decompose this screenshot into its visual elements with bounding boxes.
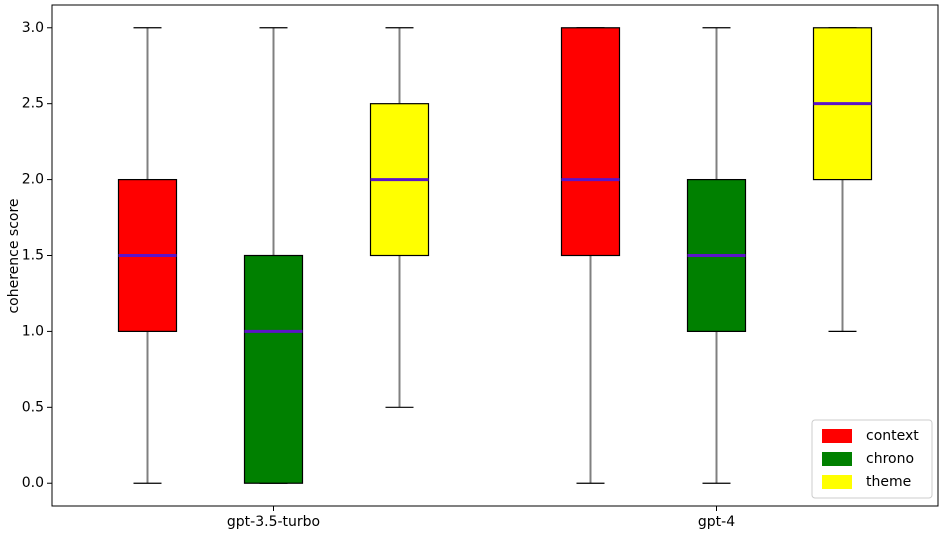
y-tick-label: 2.0 <box>22 172 44 188</box>
y-tick-label: 0.0 <box>22 475 44 491</box>
y-tick-label: 3.0 <box>22 20 44 36</box>
x-tick-label: gpt-3.5-turbo <box>227 514 320 530</box>
y-tick-label: 1.5 <box>22 248 44 264</box>
y-tick-label: 0.5 <box>22 399 44 415</box>
legend-label: context <box>866 428 919 444</box>
y-tick-label: 1.0 <box>22 323 44 339</box>
legend-label: chrono <box>866 451 914 467</box>
plot-frame <box>51 4 939 507</box>
legend-swatch <box>822 475 852 489</box>
legend-swatch <box>822 452 852 466</box>
legend-label: theme <box>866 474 911 490</box>
box <box>560 27 621 257</box>
y-tick-label: 2.5 <box>22 96 44 112</box>
x-tick-label: gpt-4 <box>698 514 735 530</box>
y-axis-label: coherence score <box>6 198 22 313</box>
legend-swatch <box>822 429 852 443</box>
box <box>243 254 304 484</box>
